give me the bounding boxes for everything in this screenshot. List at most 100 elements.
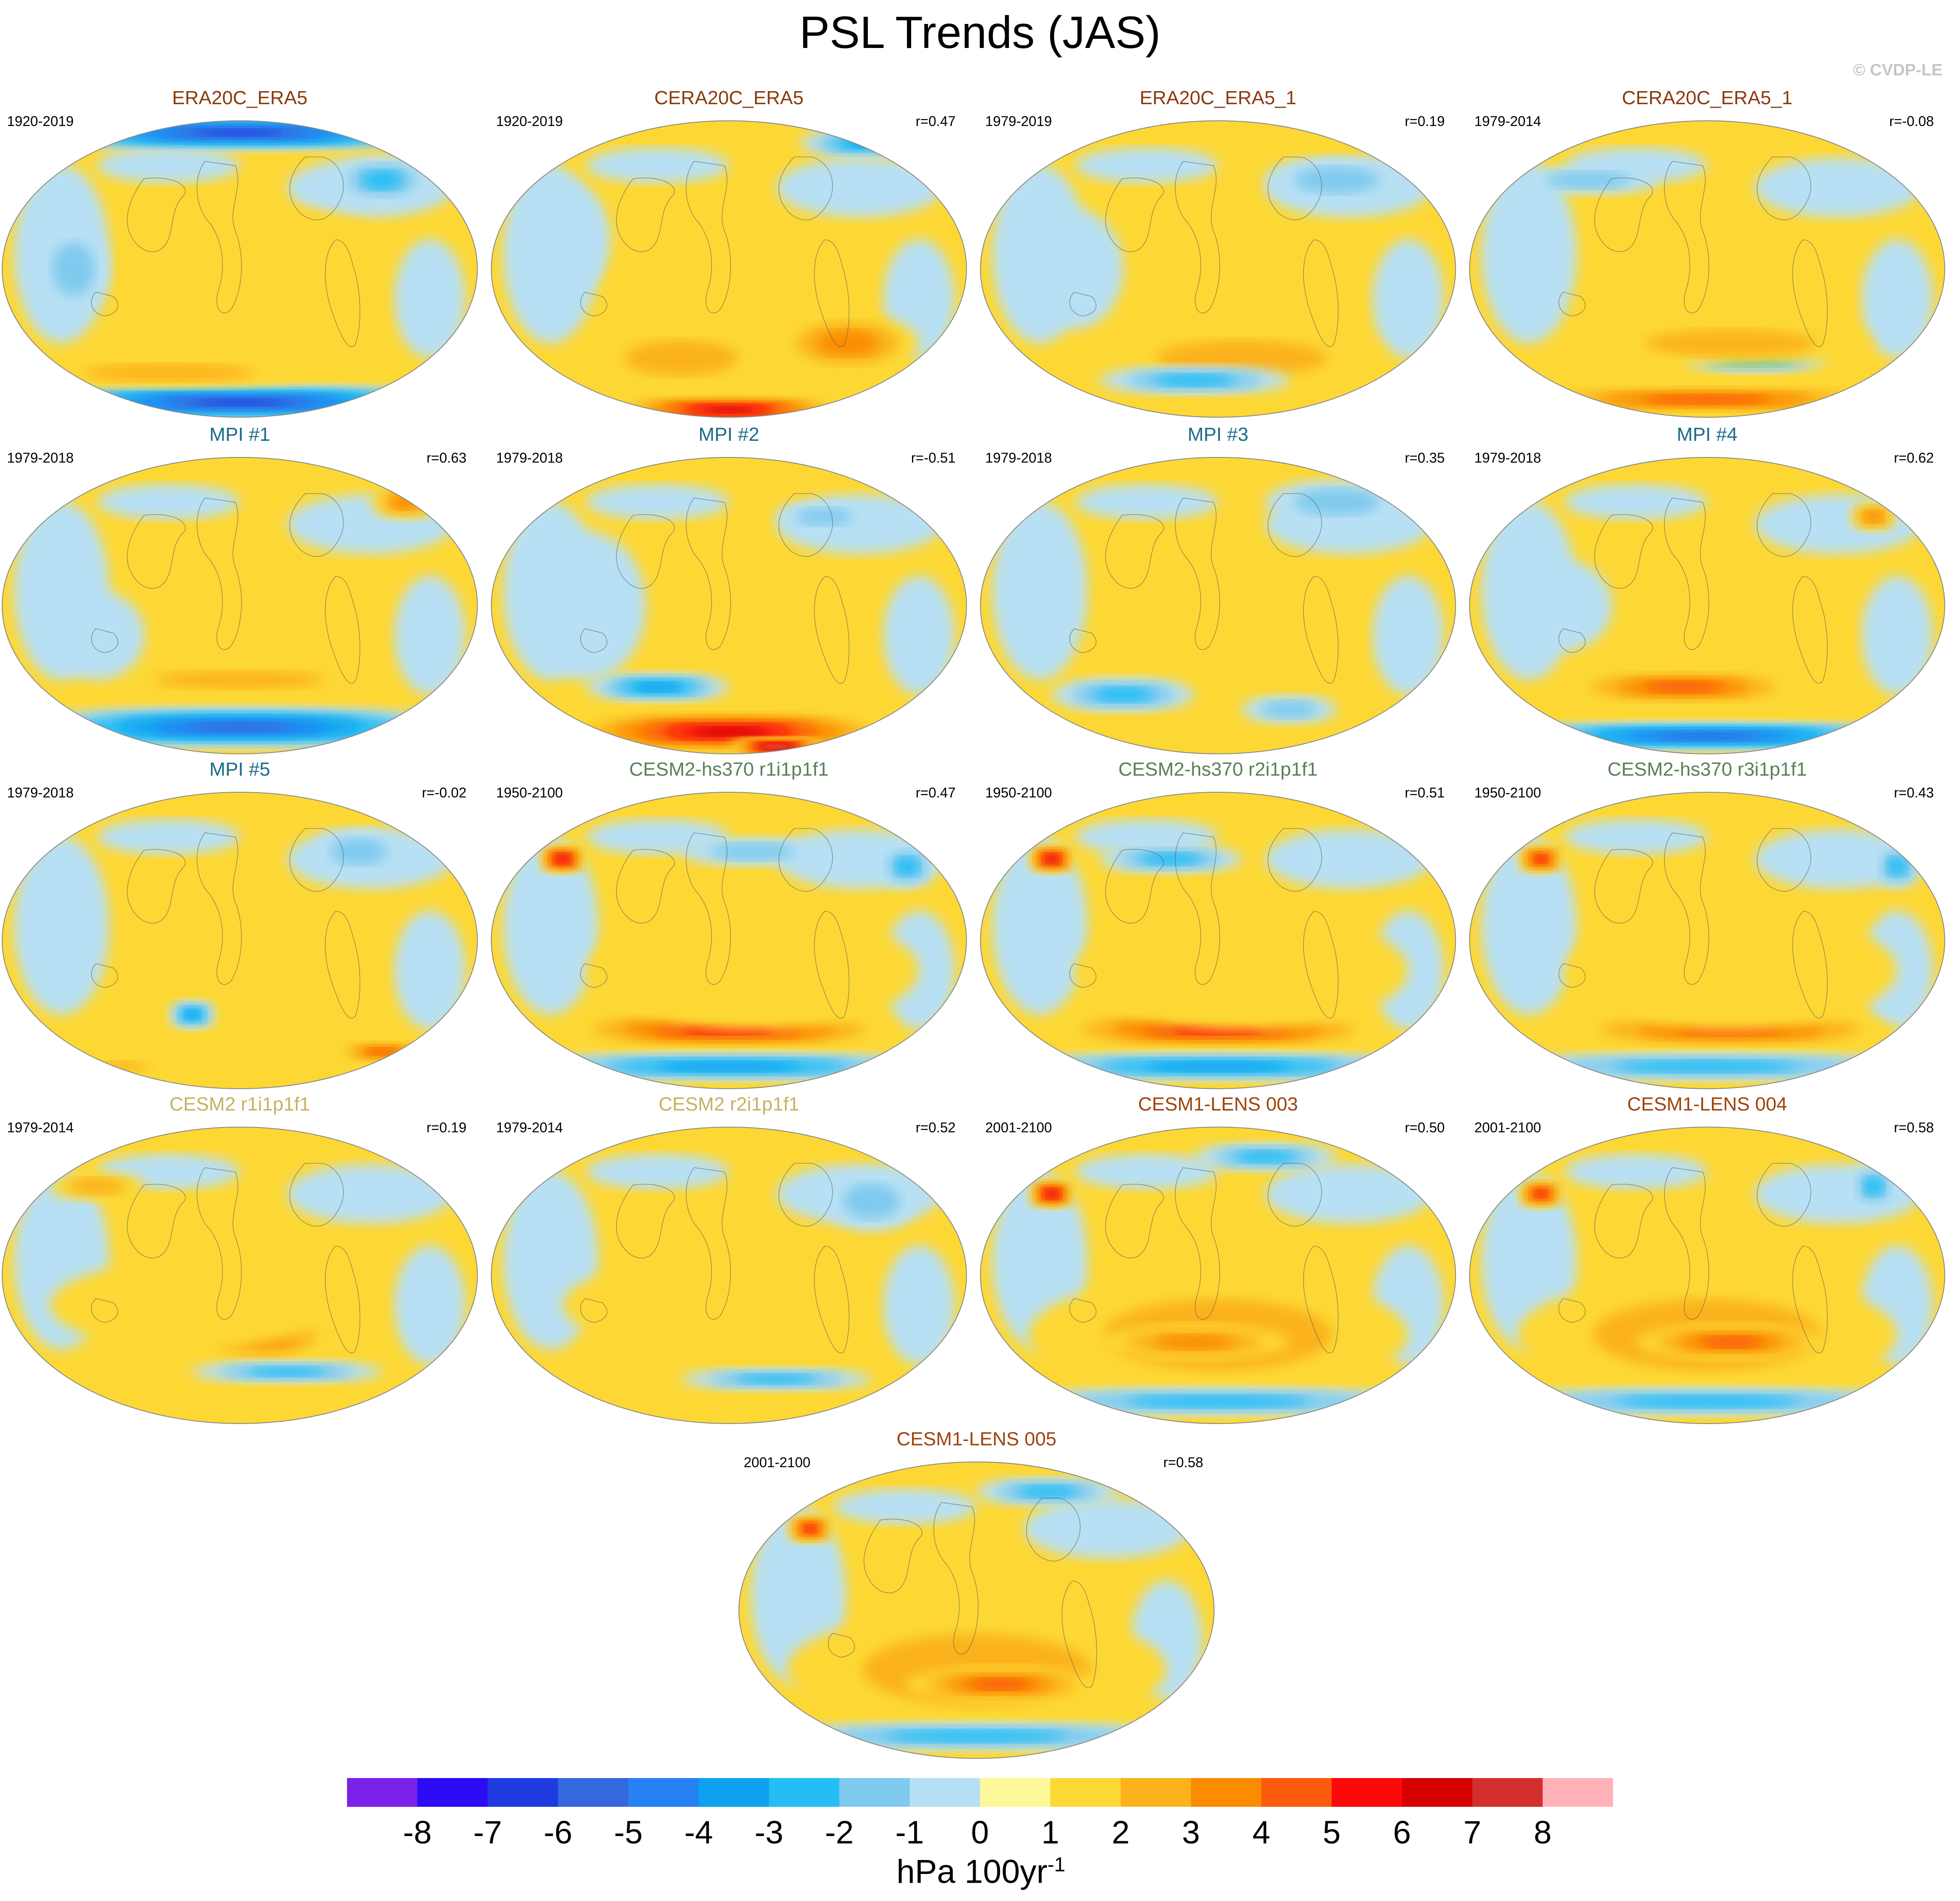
coastline [1792, 239, 1828, 347]
colorbar-tick-label: 2 [1112, 1814, 1130, 1850]
field-contour [701, 406, 756, 413]
field-patch [14, 837, 109, 1015]
map-border [1469, 1127, 1945, 1424]
map-border [491, 792, 967, 1089]
panel-p8: MPI #4 1979-2018 r=0.62 [1467, 424, 1947, 755]
coastline [1105, 849, 1164, 924]
coastline [1594, 177, 1653, 252]
colorbar-tick-label: 8 [1534, 1814, 1552, 1850]
field-contour [1075, 911, 1408, 1029]
field-contour [194, 399, 285, 406]
coastline [1558, 292, 1586, 317]
colorbar-bin [417, 1778, 488, 1807]
colorbar-bin [980, 1778, 1051, 1807]
panel-title: ERA20C_ERA5_1 [1140, 87, 1296, 109]
panel-p1: ERA20C_ERA5 1920-2019 [0, 87, 480, 419]
coastline [933, 1502, 979, 1655]
coastline [1105, 514, 1164, 589]
coastline [814, 239, 850, 347]
colorbar-bin [1050, 1778, 1121, 1807]
field-contour [68, 1177, 126, 1196]
field-contour [795, 508, 853, 526]
panel-title: CESM2-hs370 r2i1p1f1 [1118, 759, 1318, 780]
field-contour [1545, 171, 1631, 189]
colorbar-tick-label: -2 [825, 1814, 854, 1850]
field-contour [557, 855, 568, 862]
map-border [491, 457, 967, 754]
coastline [197, 1167, 242, 1320]
field-contour [1154, 1334, 1235, 1350]
colorbar-bin [839, 1778, 910, 1807]
map-border [1469, 792, 1945, 1089]
colorbar-bin [1402, 1778, 1473, 1807]
field-patch [97, 819, 240, 855]
field-patch [1861, 576, 1933, 695]
colorbar-tick-label: 5 [1323, 1814, 1341, 1850]
field-patch [1075, 147, 1218, 183]
field-contour [1294, 488, 1380, 515]
map-p10 [491, 792, 967, 1089]
coastline [1175, 832, 1220, 985]
field-patch [1372, 239, 1444, 358]
field-contour [187, 722, 292, 732]
coastline [616, 177, 675, 252]
coastline [616, 849, 675, 924]
panel-p15: CESM1-LENS 003 2001-2100 r=0.50 [978, 1094, 1458, 1425]
coastline [197, 832, 242, 985]
panel-period: 2001-2100 [1474, 1120, 1541, 1135]
field-contour [1517, 561, 1612, 650]
field-contour [1565, 911, 1897, 1029]
panel-period: 1920-2019 [496, 113, 563, 129]
field-patch [394, 1246, 466, 1364]
panel-p13: CESM2 r1i1p1f1 1979-2014 r=0.19 [0, 1094, 480, 1425]
field-contour [885, 1730, 1068, 1743]
field-contour [246, 1366, 328, 1377]
coastline [1792, 576, 1828, 684]
field-contour [197, 129, 283, 136]
coastline [91, 628, 119, 653]
map-border [2, 120, 478, 418]
panel-p9: MPI #5 1979-2018 r=-0.02 [0, 759, 480, 1090]
map-p15 [980, 1127, 1456, 1424]
field-patch [1075, 1154, 1218, 1189]
coastline [1594, 514, 1653, 589]
field-patch [503, 837, 599, 1015]
colorbar-tick-label: -4 [684, 1814, 713, 1850]
coastline [1175, 161, 1220, 313]
colorbar-tick-label: -7 [473, 1814, 502, 1850]
panel-correlation: r=-0.08 [1889, 113, 1934, 129]
coastline [1792, 911, 1828, 1019]
coastline [1105, 1184, 1164, 1259]
coastline [1303, 911, 1339, 1019]
colorbar-bin [1120, 1778, 1191, 1807]
panel-title: MPI #2 [698, 424, 759, 445]
map-border [980, 1127, 1456, 1424]
panel-correlation: r=0.43 [1894, 785, 1934, 801]
colorbar-tick-label: 3 [1182, 1814, 1200, 1850]
field-contour [52, 242, 95, 296]
panel-title: CESM2-hs370 r1i1p1f1 [629, 759, 829, 780]
panel-period: 1979-2018 [7, 785, 74, 801]
field-contour [1615, 1395, 1799, 1408]
panel-p10: CESM2-hs370 r1i1p1f1 1950-2100 r=0.47 [489, 759, 969, 1090]
field-contour [527, 531, 646, 680]
coastline [1594, 849, 1653, 924]
field-contour [1046, 1190, 1058, 1197]
colorbar-bin [1472, 1778, 1543, 1807]
panel-period: 1979-2018 [985, 450, 1052, 466]
field-patch [1565, 484, 1707, 520]
map-p16 [1469, 1127, 1945, 1424]
panel-correlation: r=0.47 [915, 785, 956, 801]
panel-p12: CESM2-hs370 r3i1p1f1 1950-2100 r=0.43 [1467, 759, 1947, 1090]
page-title: PSL Trends (JAS) [799, 7, 1161, 58]
copyright-label: © CVDP-LE [1853, 61, 1943, 79]
field-contour [154, 671, 326, 689]
colorbar: -8 -7 -6 -5 -4 -3 -2 -1 0 1 2 3 4 5 6 7 8 [347, 1778, 1613, 1850]
panel-period: 1979-2014 [496, 1120, 563, 1135]
coastline [1175, 497, 1220, 650]
panel-title: MPI #5 [209, 759, 270, 780]
panel-correlation: r=0.51 [1405, 785, 1445, 801]
coastline [1267, 828, 1322, 892]
panel-title: CESM1-LENS 005 [896, 1428, 1057, 1450]
coastline [1105, 177, 1164, 252]
